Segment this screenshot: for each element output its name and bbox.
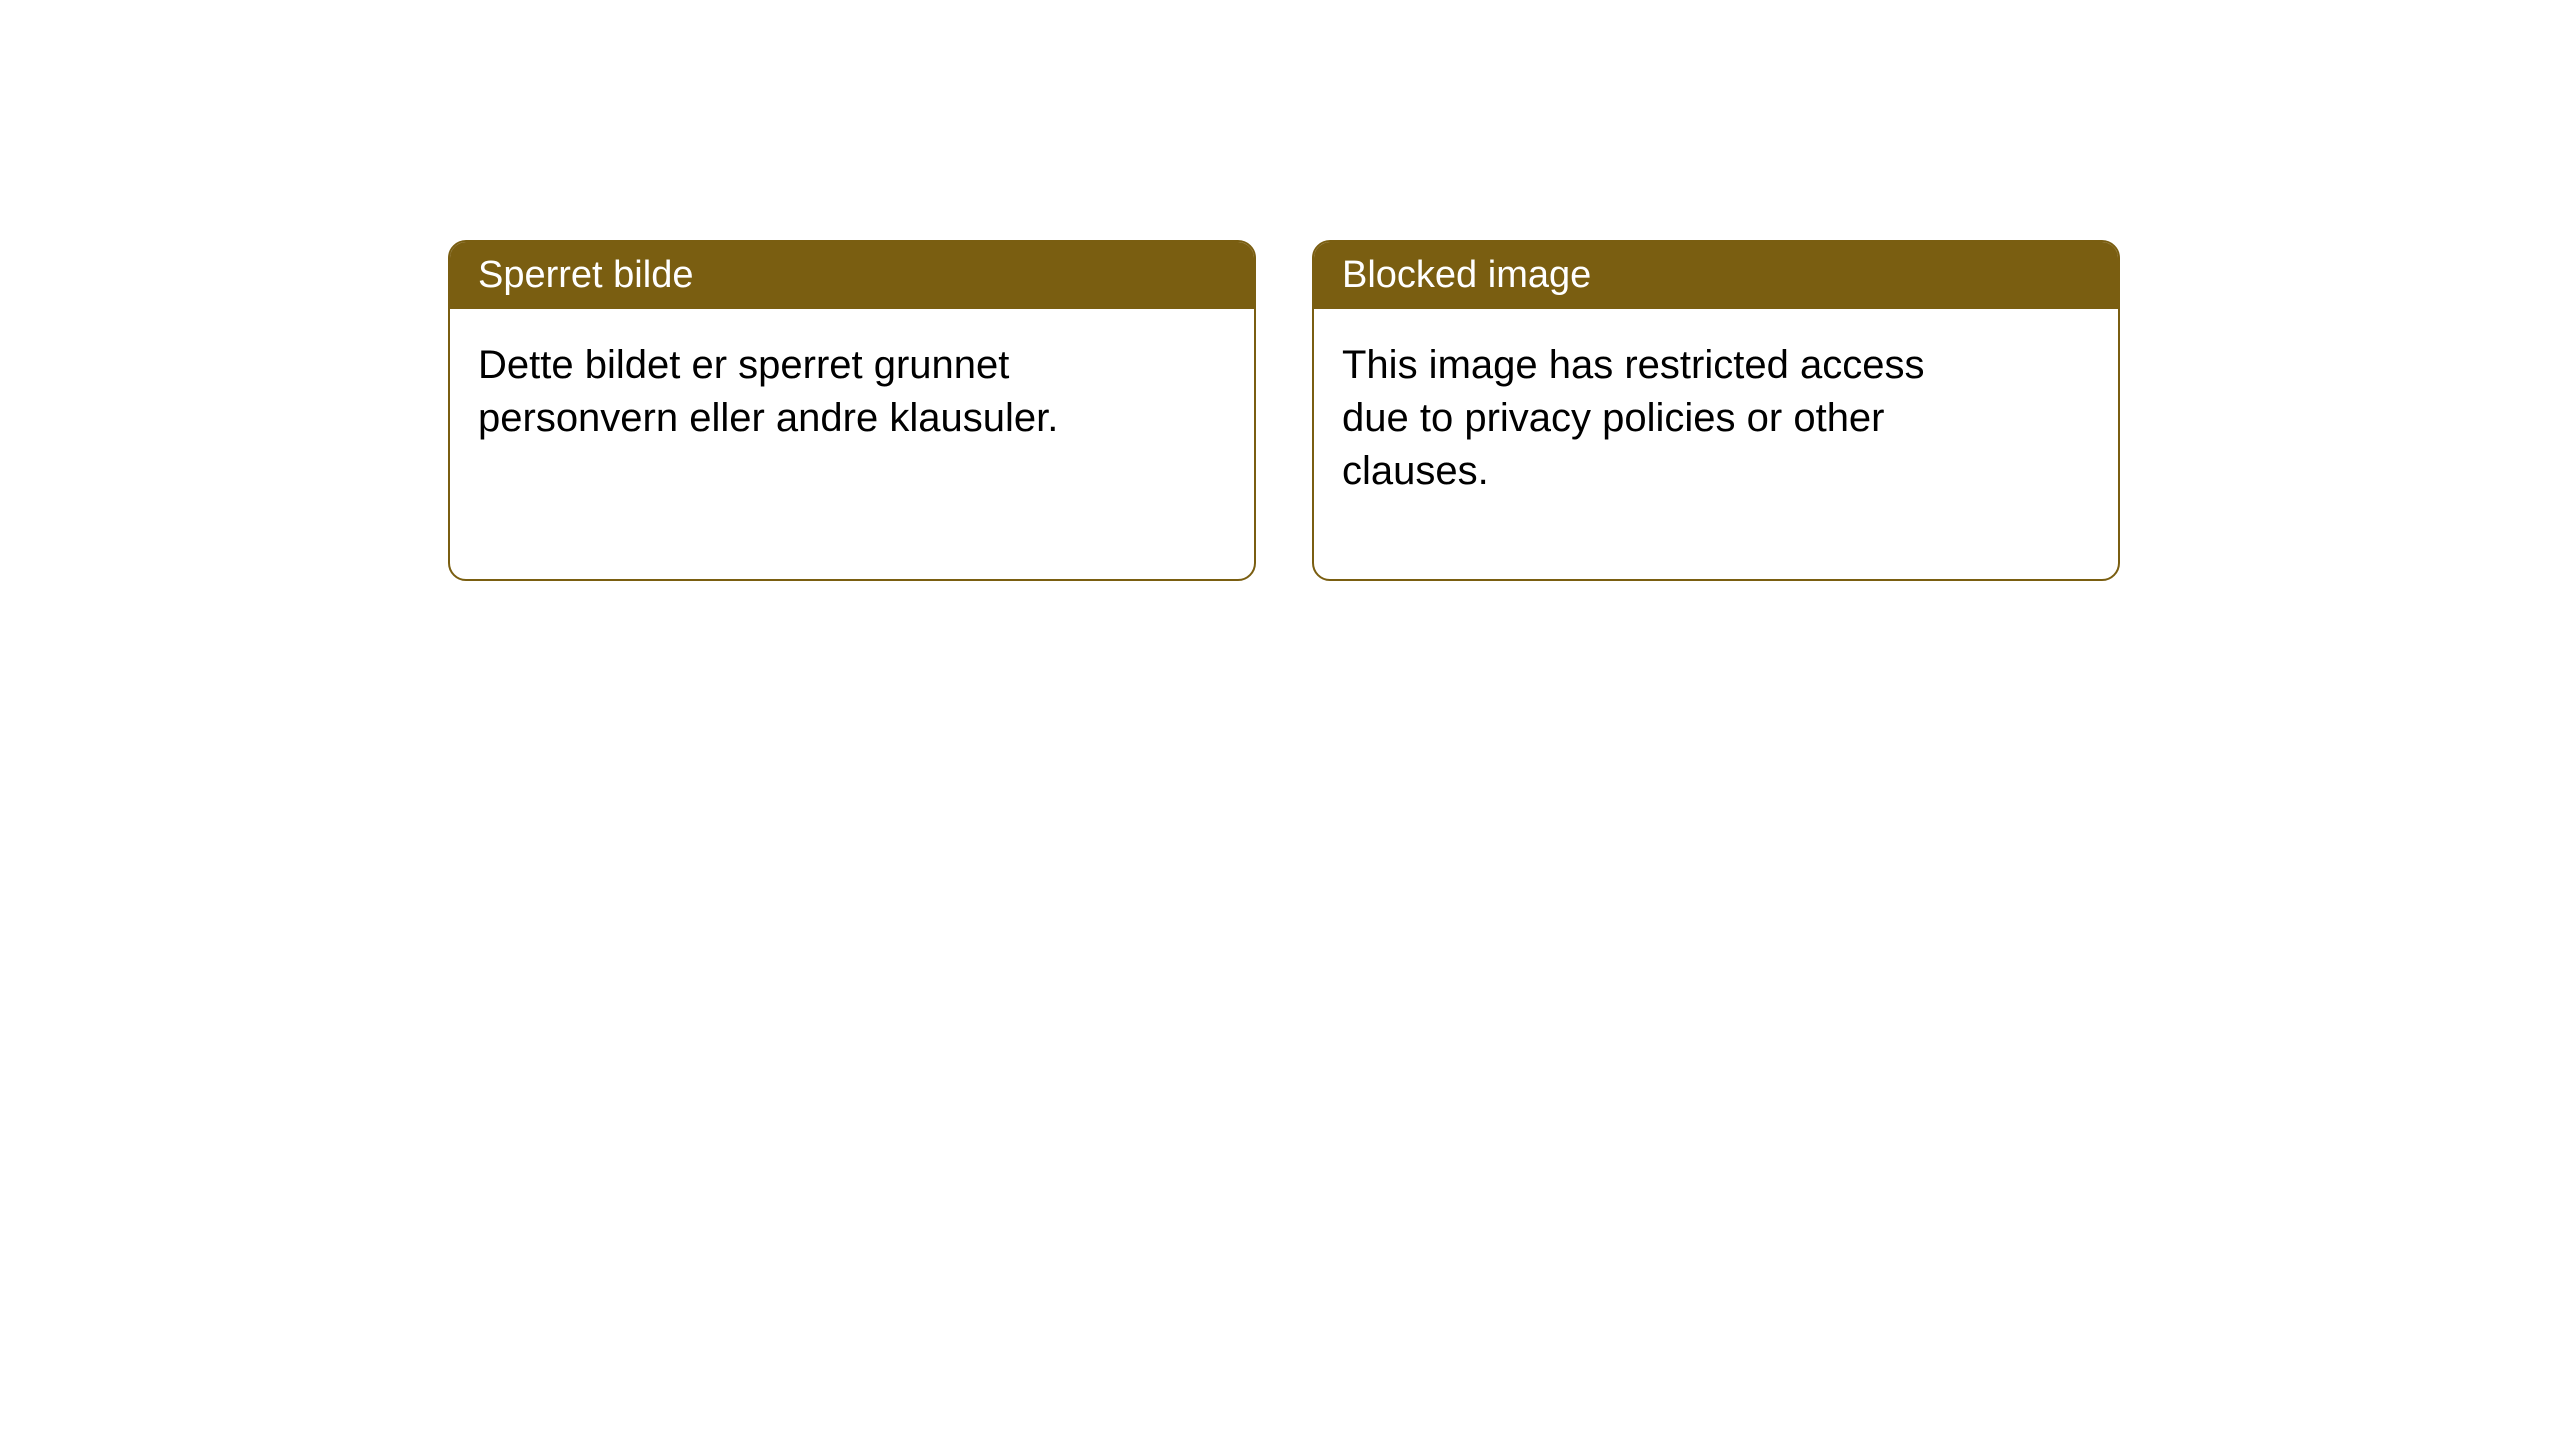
notice-card-english: Blocked image This image has restricted … <box>1312 240 2120 581</box>
notice-body: This image has restricted access due to … <box>1314 309 2014 579</box>
notice-card-norwegian: Sperret bilde Dette bildet er sperret gr… <box>448 240 1256 581</box>
notice-header: Blocked image <box>1314 242 2118 309</box>
notice-header: Sperret bilde <box>450 242 1254 309</box>
notice-body: Dette bildet er sperret grunnet personve… <box>450 309 1150 579</box>
notice-container: Sperret bilde Dette bildet er sperret gr… <box>0 0 2560 581</box>
